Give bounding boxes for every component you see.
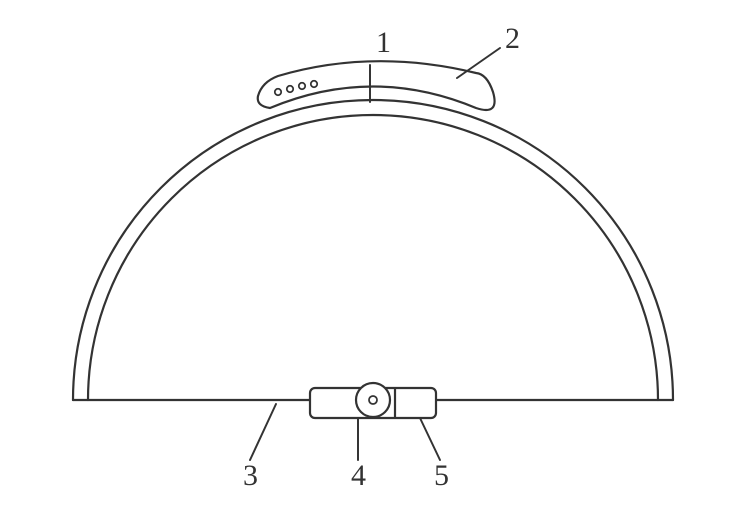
callout-label-2: 2 [505,22,520,55]
callout-label-5: 5 [434,459,449,492]
diagram-canvas: 1 2 3 4 5 [0,0,746,528]
callout-label-4: 4 [351,459,366,492]
callout-label-1: 1 [376,26,391,59]
hub-knob-outer [356,383,390,417]
callout-label-3: 3 [243,459,258,492]
